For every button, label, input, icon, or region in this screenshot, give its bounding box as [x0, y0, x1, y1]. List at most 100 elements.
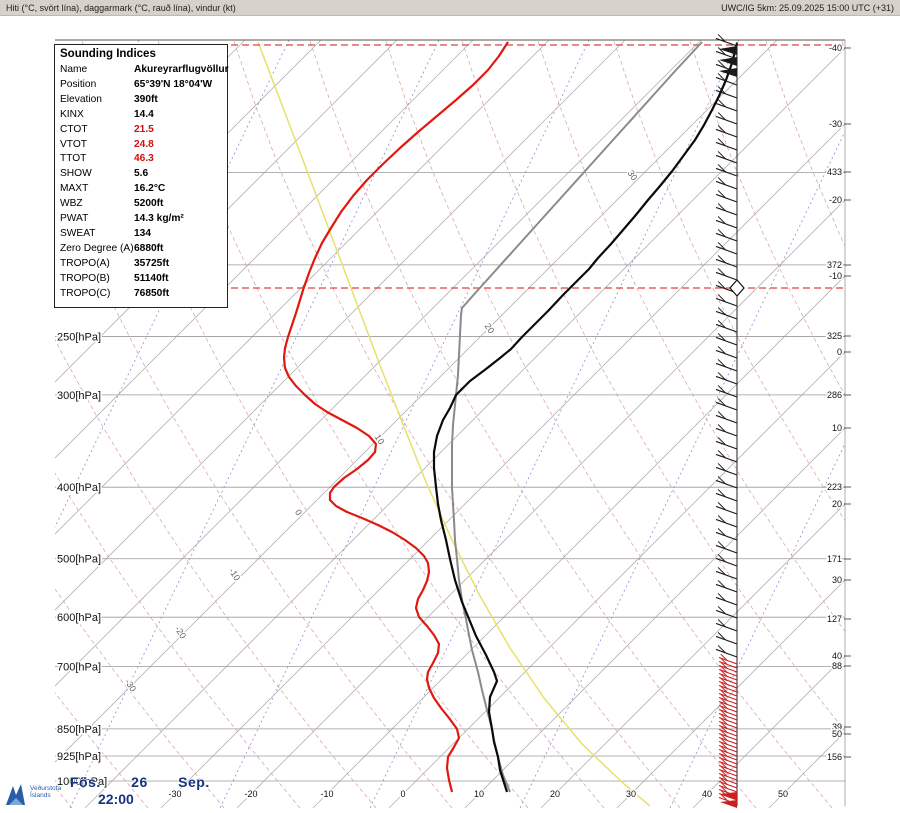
- index-value: 5200ft: [134, 198, 164, 210]
- vedurstofa-logo-icon: [6, 784, 25, 805]
- svg-text:39: 39: [832, 722, 842, 732]
- index-value: 35725ft: [134, 257, 170, 269]
- index-row: TROPO(C) 76850ft: [60, 287, 223, 302]
- index-row: CTOT 21.5: [60, 123, 223, 138]
- svg-text:30: 30: [832, 575, 842, 585]
- svg-text:20: 20: [832, 499, 842, 509]
- vedurstofa-logo: Veðurstofa Íslands: [4, 782, 68, 808]
- svg-text:-10: -10: [829, 271, 842, 281]
- svg-text:10: 10: [373, 432, 387, 446]
- index-value: 6880ft: [134, 242, 164, 254]
- svg-text:50: 50: [778, 789, 788, 799]
- svg-text:-20: -20: [244, 789, 257, 799]
- index-label: VTOT: [60, 138, 87, 150]
- index-label: TROPO(B): [60, 272, 110, 284]
- index-row: TROPO(A) 35725ft: [60, 257, 223, 272]
- svg-text:-40: -40: [829, 43, 842, 53]
- valid-month: Sep.: [178, 774, 210, 790]
- svg-text:50: 50: [832, 729, 842, 739]
- index-value: 65°39'N 18°04'W: [134, 78, 213, 90]
- index-row: WBZ 5200ft: [60, 197, 223, 212]
- svg-text:-10: -10: [227, 566, 242, 582]
- valid-date: Fös. 26 Sep.: [70, 774, 236, 790]
- valid-day: 26: [131, 774, 148, 790]
- svg-text:400[hPa]: 400[hPa]: [57, 482, 101, 494]
- svg-text:325: 325: [827, 331, 842, 341]
- svg-text:-20: -20: [173, 624, 188, 640]
- index-value: 390ft: [134, 93, 158, 105]
- index-value: 14.4: [134, 108, 154, 120]
- index-label: TROPO(A): [60, 257, 110, 269]
- svg-text:0: 0: [837, 347, 842, 357]
- index-row: MAXT 16.2°C: [60, 182, 223, 197]
- index-label: TTOT: [60, 153, 87, 165]
- index-label: Position: [60, 78, 97, 90]
- index-value: Akureyrarflugvöllur: [134, 64, 229, 75]
- svg-text:600[hPa]: 600[hPa]: [57, 612, 101, 624]
- index-value: 46.3: [134, 153, 154, 165]
- svg-text:286: 286: [827, 390, 842, 400]
- svg-text:1000[hPa]: 1000[hPa]: [57, 776, 107, 788]
- svg-text:300[hPa]: 300[hPa]: [57, 390, 101, 402]
- svg-text:127: 127: [827, 614, 842, 624]
- index-row: TTOT 46.3: [60, 152, 223, 167]
- header-bar: Hiti (°C, svört lína), daggarmark (°C, r…: [0, 0, 900, 16]
- svg-text:-20: -20: [829, 195, 842, 205]
- header-legend: Hiti (°C, svört lína), daggarmark (°C, r…: [6, 2, 236, 13]
- indices-rows: Name Akureyrarflugvöllur Position 65°39'N 1…: [60, 63, 229, 302]
- svg-text:40: 40: [702, 789, 712, 799]
- svg-text:30: 30: [626, 789, 636, 799]
- svg-text:30: 30: [626, 168, 640, 182]
- index-value: 14.3 kg/m²: [134, 213, 184, 225]
- index-value: 5.6: [134, 168, 149, 180]
- svg-text:433: 433: [827, 167, 842, 177]
- svg-text:10: 10: [474, 789, 484, 799]
- svg-text:20: 20: [483, 321, 497, 335]
- index-label: SHOW: [60, 168, 92, 180]
- svg-text:-10: -10: [320, 789, 333, 799]
- index-value: 51140ft: [134, 272, 169, 284]
- index-row: TROPO(B) 51140ft: [60, 272, 223, 287]
- index-row: VTOT 24.8: [60, 138, 223, 153]
- logo-text: Veðurstofa Íslands: [30, 785, 62, 799]
- svg-text:10: 10: [832, 423, 842, 433]
- footer: Veðurstofa Íslands Fös. 26 Sep. 22:00: [0, 770, 420, 808]
- index-label: PWAT: [60, 213, 89, 225]
- svg-text:223: 223: [827, 482, 842, 492]
- svg-text:850[hPa]: 850[hPa]: [57, 724, 101, 736]
- svg-text:700[hPa]: 700[hPa]: [57, 662, 101, 674]
- svg-text:-30: -30: [123, 677, 138, 693]
- index-value: 16.2°C: [134, 183, 166, 195]
- svg-text:156: 156: [827, 752, 842, 762]
- svg-text:925[hPa]: 925[hPa]: [57, 751, 101, 763]
- index-value: 21.5: [134, 123, 154, 135]
- svg-text:250[hPa]: 250[hPa]: [57, 331, 101, 343]
- svg-text:0: 0: [400, 789, 405, 799]
- index-label: Name: [60, 64, 88, 75]
- svg-text:88: 88: [832, 661, 842, 671]
- svg-text:-30: -30: [829, 119, 842, 129]
- index-label: CTOT: [60, 123, 88, 135]
- index-label: Elevation: [60, 93, 102, 105]
- svg-text:-30: -30: [168, 789, 181, 799]
- svg-text:0: 0: [293, 508, 304, 518]
- svg-text:372: 372: [827, 260, 842, 270]
- index-row: SHOW 5.6: [60, 167, 223, 182]
- svg-text:20: 20: [550, 789, 560, 799]
- index-label: KINX: [60, 108, 84, 120]
- index-row: Name Akureyrarflugvöllur: [60, 63, 229, 78]
- index-label: Zero Degree (A): [60, 242, 134, 254]
- index-label: WBZ: [60, 198, 83, 210]
- valid-day-name: Fös.: [70, 774, 101, 790]
- index-value: 24.8: [134, 138, 154, 150]
- index-row: Elevation 390ft: [60, 93, 223, 108]
- index-label: SWEAT: [60, 227, 96, 239]
- header-model-run: UWC/IG 5km: 25.09.2025 15:00 UTC (+31): [721, 2, 894, 13]
- indices-title: Sounding Indices: [60, 48, 156, 60]
- svg-text:171: 171: [827, 554, 842, 564]
- index-value: 76850ft: [134, 287, 170, 299]
- index-row: SWEAT 134: [60, 227, 223, 242]
- index-value: 134: [134, 227, 151, 239]
- index-row: PWAT 14.3 kg/m²: [60, 212, 223, 227]
